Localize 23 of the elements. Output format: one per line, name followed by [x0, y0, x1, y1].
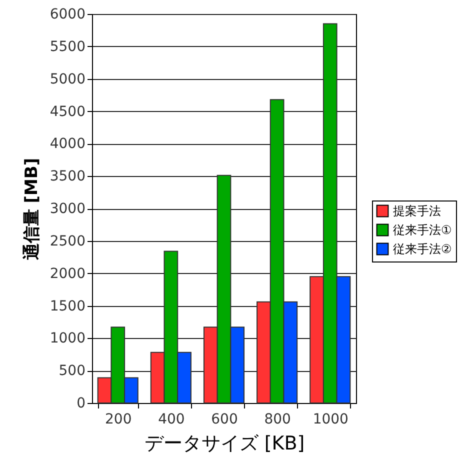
- y-tick-label: 5000: [50, 71, 86, 88]
- y-tick-label: 6000: [50, 6, 86, 22]
- y-tick-label: 500: [58, 363, 86, 380]
- y-tick-label: 2500: [50, 233, 86, 250]
- y-tick-label: 5500: [50, 38, 86, 55]
- y-tick-label: 0: [76, 396, 86, 412]
- legend-label: 従来手法①: [393, 223, 452, 237]
- x-tick-label: 1000: [312, 412, 348, 428]
- y-tick-label: 1000: [50, 330, 86, 347]
- legend-label: 従来手法②: [393, 242, 452, 256]
- y-tick-label: 4000: [50, 136, 86, 152]
- x-tick-label: 800: [264, 412, 291, 428]
- y-tick-label: 1500: [50, 298, 86, 314]
- x-tick-label: 600: [211, 412, 238, 428]
- y-tick-label: 4500: [50, 104, 86, 120]
- y-tick-label: 2000: [50, 266, 86, 282]
- x-tick-label: 200: [105, 412, 132, 428]
- legend-label: 提案手法: [393, 204, 441, 218]
- x-axis-title: データサイズ [KB]: [144, 432, 305, 454]
- y-axis-title: 通信量 [MB]: [22, 158, 42, 262]
- y-tick-label: 3000: [50, 201, 86, 217]
- x-tick-label: 400: [158, 412, 185, 428]
- y-tick-label: 3500: [50, 168, 86, 185]
